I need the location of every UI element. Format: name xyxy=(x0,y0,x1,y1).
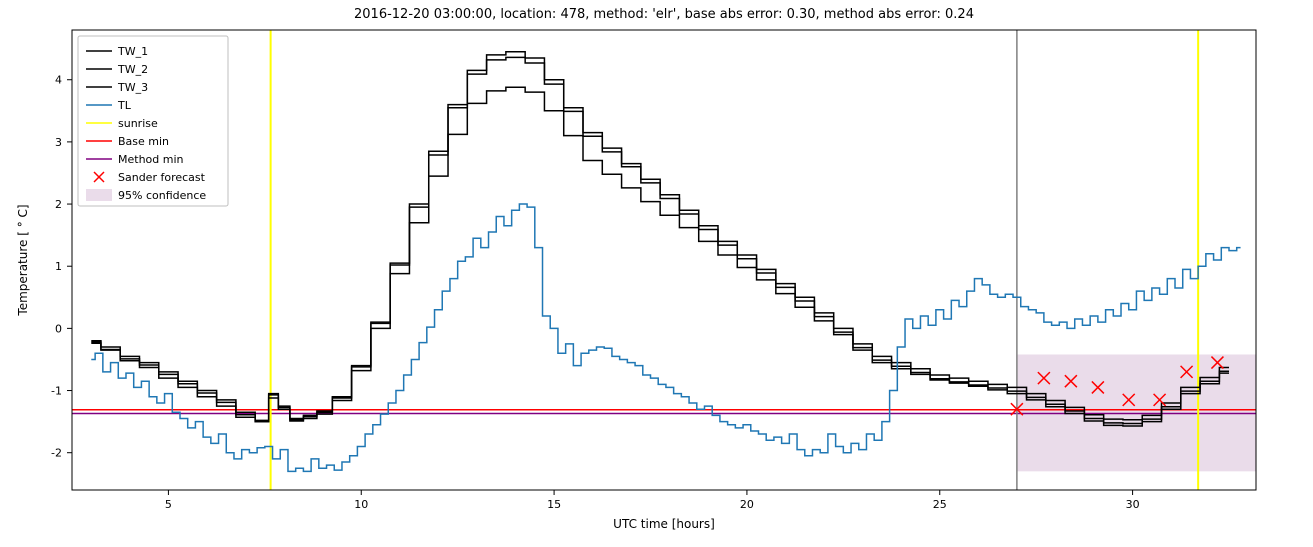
svg-text:10: 10 xyxy=(354,498,368,511)
svg-text:2: 2 xyxy=(55,198,62,211)
svg-text:3: 3 xyxy=(55,136,62,149)
svg-text:1: 1 xyxy=(55,260,62,273)
svg-text:2016-12-20 03:00:00, location:: 2016-12-20 03:00:00, location: 478, meth… xyxy=(354,7,974,22)
svg-text:15: 15 xyxy=(547,498,561,511)
svg-text:-2: -2 xyxy=(51,447,62,460)
legend-label: TW_3 xyxy=(117,81,148,94)
legend-label: TW_2 xyxy=(117,63,148,76)
svg-text:20: 20 xyxy=(740,498,754,511)
svg-text:5: 5 xyxy=(165,498,172,511)
svg-text:-1: -1 xyxy=(51,385,62,398)
chart-svg: 2016-12-20 03:00:00, location: 478, meth… xyxy=(0,0,1313,547)
legend-label: TW_1 xyxy=(117,45,148,58)
svg-text:Temperature [ ° C]: Temperature [ ° C] xyxy=(16,204,30,316)
legend-label: Method min xyxy=(118,153,184,166)
svg-text:25: 25 xyxy=(933,498,947,511)
svg-text:UTC time [hours]: UTC time [hours] xyxy=(613,517,715,531)
svg-text:4: 4 xyxy=(55,74,62,87)
svg-text:30: 30 xyxy=(1126,498,1140,511)
legend: TW_1 TW_2 TW_3 TL sunrise Base min Method min S… xyxy=(78,36,228,206)
legend-label: Base min xyxy=(118,135,169,148)
legend-label: sunrise xyxy=(118,117,158,130)
svg-text:0: 0 xyxy=(55,322,62,335)
legend-label: TL xyxy=(117,99,132,112)
legend-label: Sander forecast xyxy=(118,171,206,184)
chart-container: 2016-12-20 03:00:00, location: 478, meth… xyxy=(0,0,1313,547)
legend-label: 95% confidence xyxy=(118,189,206,202)
